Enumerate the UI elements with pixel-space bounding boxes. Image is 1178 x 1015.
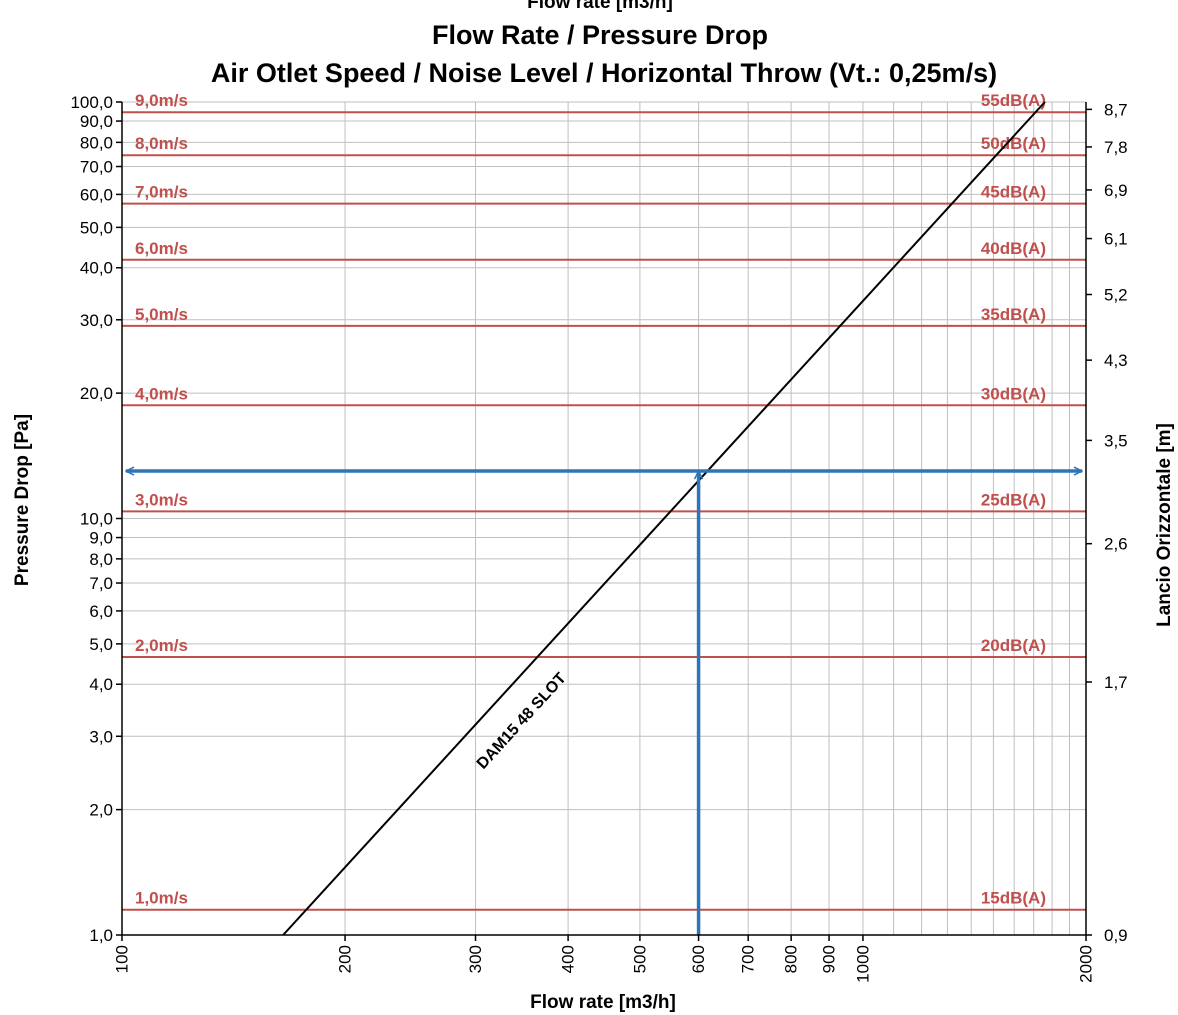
chart-subtitle: Air Otlet Speed / Noise Level / Horizont… [211,58,997,88]
x-tick-label: 400 [559,945,578,973]
x-tick-label: 900 [820,945,839,973]
speed-label: 4,0m/s [135,384,188,403]
x-axis-label: Flow rate [m3/h] [530,992,676,1013]
x-tick-label: 800 [782,945,801,973]
chart-title: Flow Rate / Pressure Drop [432,20,768,50]
y-tick-label: 40,0 [80,259,113,278]
y-tick-label: 20,0 [80,384,113,403]
noise-label: 20dB(A) [981,636,1046,655]
y-tick-label: 4,0 [89,675,113,694]
speed-label: 9,0m/s [135,91,188,110]
noise-label: 15dB(A) [981,889,1046,908]
y-tick-label: 10,0 [80,510,113,529]
y2-axis-label: Lancio Orizzontale [m] [1154,423,1175,627]
x-tick-label: 1000 [853,945,872,983]
x-tick-label: 300 [466,945,485,973]
y2-tick-label: 1,7 [1104,673,1128,692]
speed-label: 1,0m/s [135,889,188,908]
reference-lines: 1,0m/s 15dB(A) 2,0m/s 20dB(A) 3,0m/s 25dB(A) 4… [122,91,1086,911]
noise-label: 45dB(A) [981,183,1046,202]
y-tick-label: 1,0 [89,926,113,945]
grid [121,101,1087,936]
series-line [282,101,1046,936]
y2-tick-label: 5,2 [1104,285,1128,304]
noise-label: 40dB(A) [981,239,1046,258]
axes: 100 200 300 400 500 600 700 800 900 1000 2000 1,0 2,… [70,93,1127,983]
chart-title-top: Flow rate [m3/h] [527,0,673,13]
y2-tick-label: 8,7 [1104,100,1128,119]
speed-label: 6,0m/s [135,239,188,258]
noise-label: 35dB(A) [981,305,1046,324]
y-tick-label: 50,0 [80,218,113,237]
x-tick-label: 2000 [1077,945,1096,983]
x-tick-label: 100 [113,945,132,973]
x-tick-label: 200 [336,945,355,973]
y-tick-label: 30,0 [80,311,113,330]
y-tick-label: 100,0 [70,93,113,112]
speed-label: 7,0m/s [135,183,188,202]
speed-label: 8,0m/s [135,134,188,153]
y2-tick-label: 3,5 [1104,431,1128,450]
y-axis-label: Pressure Drop [Pa] [12,414,33,586]
y-tick-label: 5,0 [89,635,113,654]
y2-tick-label: 7,8 [1104,138,1128,157]
noise-label: 25dB(A) [981,490,1046,509]
speed-label: 3,0m/s [135,490,188,509]
x-tick-label: 500 [630,945,649,973]
x-tick-label: 700 [739,945,758,973]
y-tick-label: 2,0 [89,801,113,820]
speed-label: 2,0m/s [135,636,188,655]
y-tick-label: 90,0 [80,112,113,131]
y-tick-label: 80,0 [80,133,113,152]
y-tick-label: 7,0 [89,574,113,593]
y2-tick-label: 6,9 [1104,181,1128,200]
x-tick-label: 600 [689,945,708,973]
noise-label: 30dB(A) [981,384,1046,403]
y-tick-label: 60,0 [80,185,113,204]
speed-label: 5,0m/s [135,305,188,324]
series-label: DAM15 48 SLOT [474,670,570,773]
y-tick-label: 6,0 [89,602,113,621]
y2-tick-label: 2,6 [1104,535,1128,554]
y2-tick-label: 0,9 [1104,926,1128,945]
y-tick-label: 9,0 [89,529,113,548]
selection-arrows [126,471,1082,935]
y-tick-label: 8,0 [89,550,113,569]
noise-label: 55dB(A) [981,91,1046,110]
y2-tick-label: 6,1 [1104,230,1128,249]
noise-label: 50dB(A) [981,134,1046,153]
y-tick-label: 70,0 [80,158,113,177]
y2-tick-label: 4,3 [1104,351,1128,370]
y-tick-label: 3,0 [89,727,113,746]
